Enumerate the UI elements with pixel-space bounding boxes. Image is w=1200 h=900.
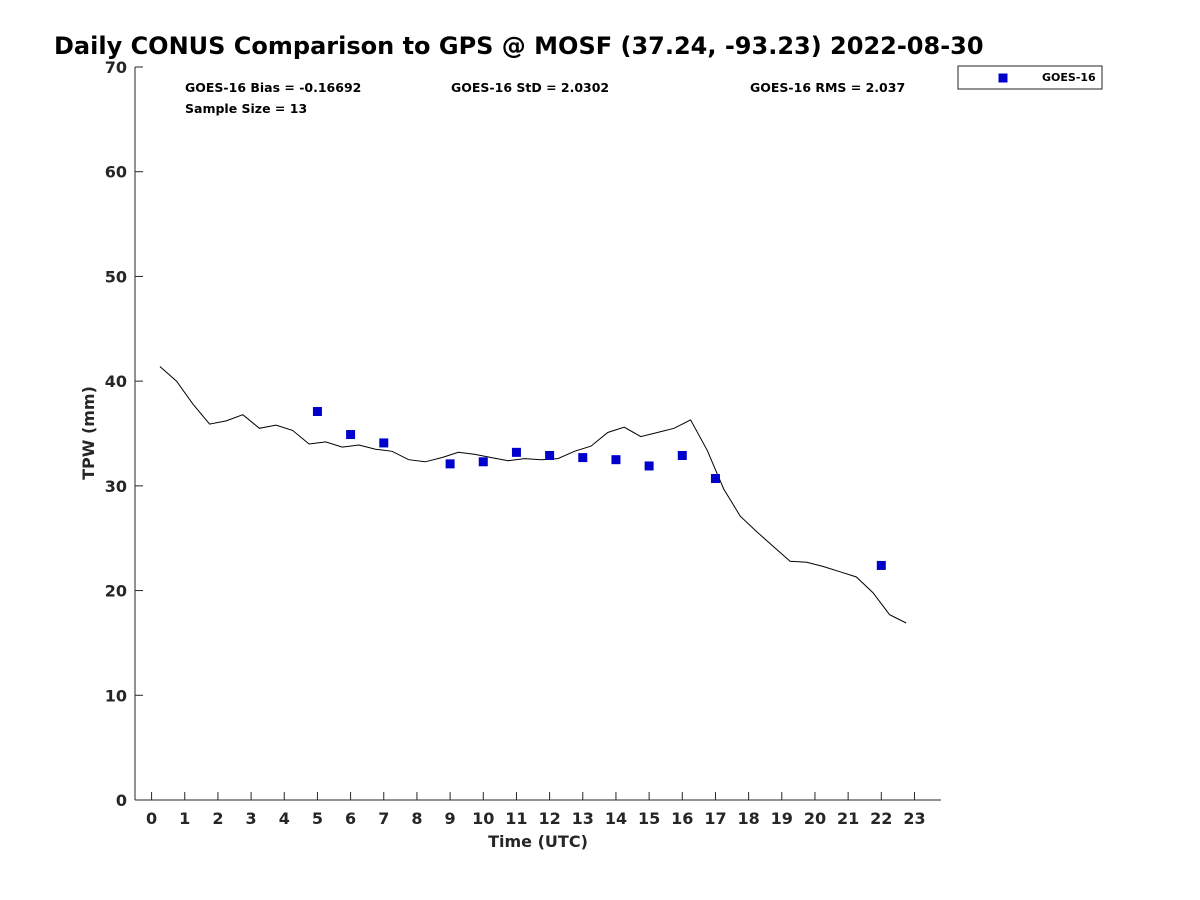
x-tick-label: 5 xyxy=(312,809,323,828)
goes16-point xyxy=(511,447,521,457)
x-tick-label: 10 xyxy=(472,809,494,828)
y-tick-label: 30 xyxy=(105,477,127,496)
x-tick-label: 14 xyxy=(605,809,627,828)
plot-area xyxy=(134,67,941,801)
gps-tpw-line xyxy=(159,366,907,624)
y-tick-label: 10 xyxy=(105,686,127,705)
goes16-point xyxy=(545,450,555,460)
x-tick-label: 7 xyxy=(378,809,389,828)
legend-label: GOES-16 xyxy=(1042,71,1096,84)
goes16-point xyxy=(876,560,886,570)
goes16-point xyxy=(379,438,389,448)
y-axis-ticks: 0 10 20 30 40 50 60 70 xyxy=(105,58,143,810)
goes16-points-layer xyxy=(312,407,886,570)
stat-rms: GOES-16 RMS = 2.037 xyxy=(750,80,905,95)
x-tick-label: 3 xyxy=(246,809,257,828)
y-tick-label: 20 xyxy=(105,582,127,601)
y-tick-label: 70 xyxy=(105,58,127,77)
y-axis-label: TPW (mm) xyxy=(79,386,98,480)
goes16-point xyxy=(578,453,588,463)
x-tick-label: 4 xyxy=(279,809,290,828)
x-axis-label: Time (UTC) xyxy=(488,832,588,851)
y-tick-label: 0 xyxy=(116,791,127,810)
x-tick-label: 15 xyxy=(638,809,660,828)
legend-marker xyxy=(998,73,1008,83)
x-tick-label: 17 xyxy=(704,809,726,828)
x-tick-label: 13 xyxy=(572,809,594,828)
x-tick-label: 16 xyxy=(671,809,693,828)
x-tick-label: 11 xyxy=(505,809,527,828)
chart-title: Daily CONUS Comparison to GPS @ MOSF (37… xyxy=(54,32,984,60)
goes16-point xyxy=(644,461,654,471)
y-tick-label: 50 xyxy=(105,267,127,286)
x-tick-label: 18 xyxy=(737,809,759,828)
x-tick-label: 9 xyxy=(445,809,456,828)
x-tick-label: 20 xyxy=(804,809,826,828)
y-tick-label: 40 xyxy=(105,372,127,391)
x-tick-label: 12 xyxy=(538,809,560,828)
goes16-point xyxy=(710,474,720,484)
stat-sample-size: Sample Size = 13 xyxy=(185,101,307,116)
goes16-point xyxy=(611,455,621,465)
legend-box xyxy=(957,65,1103,90)
x-axis-ticks: 0 1 2 3 4 5 6 7 8 9 10 11 12 13 14 15 16 17 18 19 20 21 22 23 xyxy=(146,792,926,828)
x-tick-label: 22 xyxy=(870,809,892,828)
x-tick-label: 8 xyxy=(411,809,422,828)
x-tick-label: 21 xyxy=(837,809,859,828)
goes16-point xyxy=(478,457,488,467)
legend: GOES-16 xyxy=(957,65,1103,90)
y-tick-label: 60 xyxy=(105,163,127,182)
stat-bias: GOES-16 Bias = -0.16692 xyxy=(185,80,361,95)
gps-line-layer xyxy=(159,366,907,624)
goes16-point xyxy=(312,407,322,417)
x-tick-label: 1 xyxy=(179,809,190,828)
x-tick-label: 19 xyxy=(771,809,793,828)
x-tick-label: 23 xyxy=(903,809,925,828)
x-tick-label: 2 xyxy=(212,809,223,828)
goes16-point xyxy=(346,430,356,440)
x-tick-label: 6 xyxy=(345,809,356,828)
stat-std: GOES-16 StD = 2.0302 xyxy=(451,80,609,95)
x-tick-label: 0 xyxy=(146,809,157,828)
goes16-point xyxy=(445,459,455,469)
goes16-point xyxy=(677,450,687,460)
